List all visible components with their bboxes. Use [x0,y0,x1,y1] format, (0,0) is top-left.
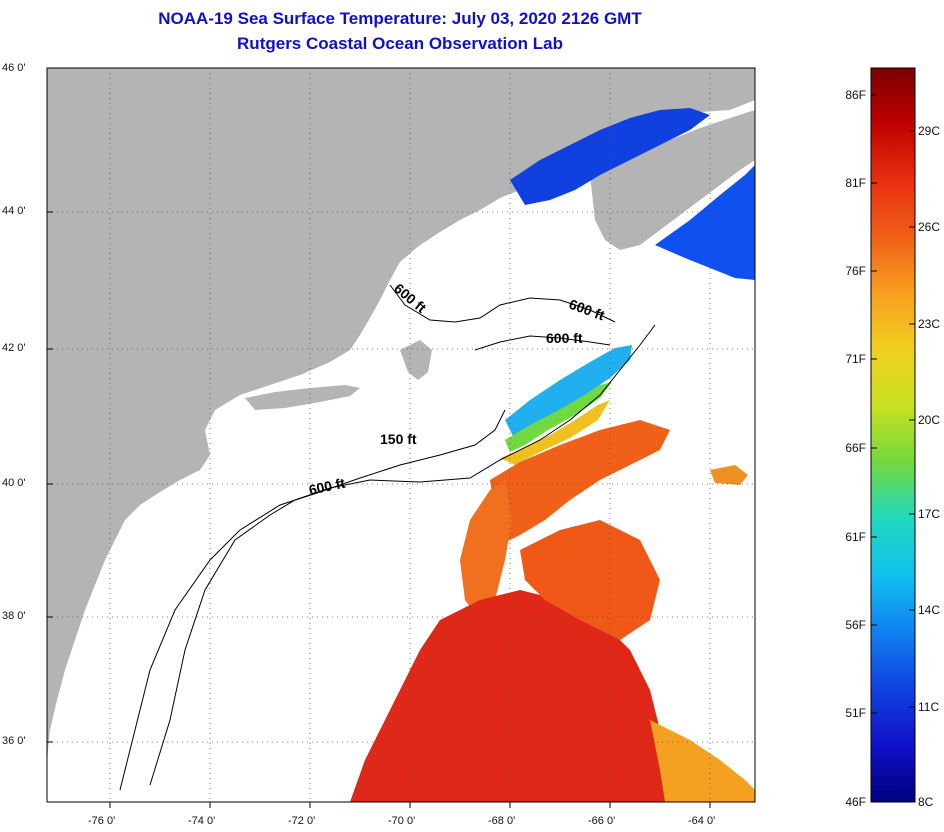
lon-label-66: -66 0' [588,815,616,827]
colorbar-label-14c: 14C [918,603,941,617]
contour-label-600-georges: 600 ft [546,330,583,346]
lon-label-76: -76 0' [88,815,116,827]
lon-label-74: -74 0' [188,815,216,827]
contour-600ft-gulf-maine [389,284,616,323]
colorbar [870,67,916,803]
land-long-island [245,385,360,410]
land-mainland [47,68,755,760]
lon-label-68: -68 0' [488,815,516,827]
map-frame [46,67,756,803]
lon-label-64: -64 0' [688,815,716,827]
lat-label-38: 38 0' [2,610,26,622]
colorbar-label-17c: 17C [918,507,941,521]
colorbar-label-26c: 26C [918,220,941,234]
colorbar-label-29c: 29C [918,124,941,138]
lat-label-42: 42 0' [2,342,26,354]
lat-label-40: 40 0' [2,477,26,489]
lat-label-46: 46 0' [2,62,26,74]
colorbar-label-86f: 86F [845,88,866,102]
graticule [47,68,755,802]
sst-cool-bay-of-fundy [510,108,710,205]
sst-shelf-break-warm [500,400,610,465]
tick-marks [47,211,711,808]
lat-label-36: 36 0' [2,735,26,747]
colorbar-label-71f: 71F [845,352,866,366]
colorbar-label-11c: 11C [918,700,940,714]
lon-label-70: -70 0' [388,815,416,827]
colorbar-label-46f: 46F [845,795,866,809]
contour-label-150: 150 ft [380,431,417,447]
colorbar-label-81f: 81F [845,176,866,190]
sst-gulf-stream-filament [460,480,512,620]
colorbar-ticks [871,94,915,714]
sst-gulf-stream-north [490,420,670,545]
land-cape-cod [400,340,432,380]
sst-warm-offshore [520,520,660,640]
colorbar-label-76f: 76F [845,264,866,278]
lon-label-72: -72 0' [288,815,316,827]
sst-cool-scotian-shelf [655,165,755,280]
colorbar-label-51f: 51F [845,706,866,720]
sst-warm-southeast [650,720,755,802]
colorbar-label-20c: 20C [918,413,941,427]
colorbar-label-66f: 66F [845,441,866,455]
colorbar-label-23c: 23C [918,317,941,331]
map-title: NOAA-19 Sea Surface Temperature: July 03… [158,9,642,28]
contour-label-600-shelf: 600 ft [307,475,346,498]
contour-600ft-shelf [149,324,656,786]
sst-warm-core-main [350,590,680,802]
lat-label-44: 44 0' [2,205,26,217]
contour-150ft [119,409,506,791]
map-subtitle: Rutgers Coastal Ocean Observation Lab [237,34,563,53]
colorbar-label-8c: 8C [918,795,934,809]
sst-eddy-patch [710,465,748,485]
sst-georges-bank-cool [505,345,632,440]
bathymetry-contours [119,284,656,791]
contour-600ft-inner [474,335,611,351]
sst-georges-bank-mid [505,382,612,452]
colorbar-label-56f: 56F [845,618,866,632]
land-nova-scotia [590,110,755,250]
colorbar-label-61f: 61F [845,530,866,544]
